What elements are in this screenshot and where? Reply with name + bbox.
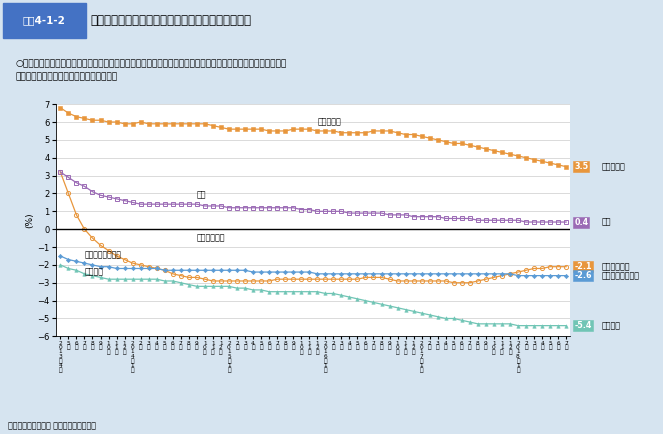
Text: 母子世帯: 母子世帯: [602, 321, 621, 330]
Y-axis label: (%): (%): [25, 212, 34, 228]
Text: 総数: 総数: [602, 217, 611, 227]
Text: ○世帯類型別の対前年同月伸び率をみると、「高齢者世帯」は一貫してプラスとなっているが、「高齢者世帯」
　以外の世帯は、マイナスとなっている。: ○世帯類型別の対前年同月伸び率をみると、「高齢者世帯」は一貫してプラスとなってい…: [16, 59, 287, 81]
Text: 世帯類型別被保護世帯数の対前年同月伸び率の推移: 世帯類型別被保護世帯数の対前年同月伸び率の推移: [91, 14, 252, 27]
Text: 3.5: 3.5: [574, 162, 589, 171]
Text: その他の世帯: その他の世帯: [602, 262, 631, 271]
Text: 0.4: 0.4: [574, 217, 589, 227]
Text: 総数: 総数: [197, 190, 206, 199]
Text: 傷病・障害者世帯: 傷病・障害者世帯: [84, 251, 121, 260]
Text: 高齢者世帯: 高齢者世帯: [602, 162, 626, 171]
Text: 図表4-1-2: 図表4-1-2: [23, 16, 65, 26]
Text: 母子世帯: 母子世帯: [84, 268, 103, 277]
Text: -5.4: -5.4: [574, 321, 591, 330]
Text: 資料：被保護者調査 月次調査（速報値）: 資料：被保護者調査 月次調査（速報値）: [8, 421, 96, 431]
Text: -2.1: -2.1: [574, 262, 592, 271]
Text: 傷病・障害者世帯: 傷病・障害者世帯: [602, 271, 640, 280]
Text: 高齢者世帯: 高齢者世帯: [318, 118, 341, 133]
FancyBboxPatch shape: [3, 3, 86, 38]
Text: -2.6: -2.6: [574, 271, 592, 280]
Text: その他の世帯: その他の世帯: [197, 233, 225, 242]
